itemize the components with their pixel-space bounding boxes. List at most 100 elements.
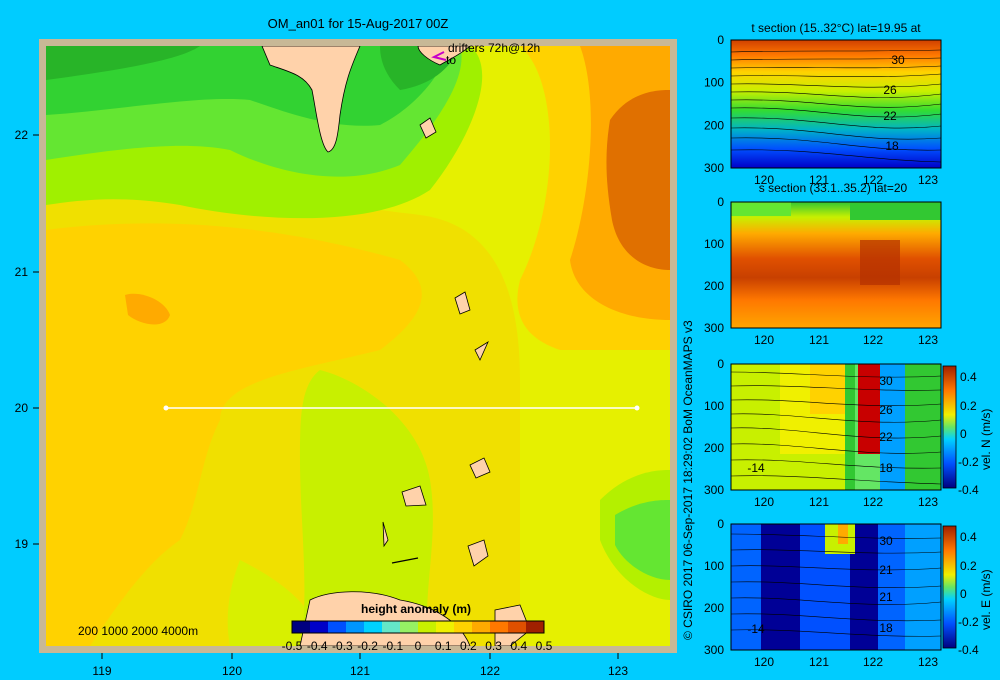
colorbar-tick-labels: -0.5 -0.4 -0.3 -0.2 -0.1 0 0.1 0.2 0.3 0.4 0.5	[282, 639, 553, 653]
depth-tick-label: 100	[704, 76, 724, 90]
lon-tick-label: 121	[809, 495, 829, 509]
vel-e-colorbar	[942, 525, 957, 649]
t-section-title: t section (15..32°C) lat=19.95 at	[751, 21, 921, 35]
colorbar-cell	[382, 621, 401, 633]
vel-e-cbar-label: vel. E (m/s)	[979, 569, 993, 630]
depth-tick-label: 300	[704, 161, 724, 175]
colorbar-tick-label: 0.2	[460, 639, 477, 653]
lon-tick-label: 122	[863, 173, 883, 187]
lat-tick-label: 20	[15, 401, 29, 415]
lon-tick-label: 123	[918, 173, 938, 187]
depth-tick-label: 100	[704, 559, 724, 573]
colorbar-cell	[526, 621, 545, 633]
depth-legend: 200 1000 2000 4000m	[78, 624, 198, 638]
s-section-field	[731, 202, 941, 328]
contour-label: 30	[891, 53, 905, 67]
colorbar-cell	[328, 621, 347, 633]
contour-label: 22	[879, 430, 893, 444]
colorbar-cell	[364, 621, 383, 633]
lon-tick-label: 121	[809, 655, 829, 669]
colorbar-cell	[310, 621, 329, 633]
lon-tick-label: 121	[809, 173, 829, 187]
colorbar-tick-label: 0.5	[536, 639, 553, 653]
drifter-track	[431, 51, 447, 61]
section-start-marker	[163, 405, 169, 411]
lon-tick-label: 123	[608, 664, 628, 678]
colorbar-cell	[346, 621, 365, 633]
contour-label: -14	[747, 622, 765, 636]
colorbar-cell	[508, 621, 527, 633]
vel-e-cbar-tick: 0.2	[960, 559, 977, 573]
depth-tick-label: 200	[704, 279, 724, 293]
colorbar-cell	[418, 621, 437, 633]
colorbar-cell	[292, 621, 311, 633]
colorbar-tick-label: -0.4	[307, 639, 328, 653]
lon-tick-label: 120	[754, 333, 774, 347]
vel-n-colorbar	[942, 365, 957, 489]
colorbar-tick-label: 0.1	[435, 639, 452, 653]
contour-label: 18	[879, 461, 893, 475]
contour-label: 18	[885, 139, 899, 153]
lon-tick-label: 120	[222, 664, 242, 678]
lon-tick-label: 123	[918, 655, 938, 669]
lat-tick-label: 19	[15, 537, 29, 551]
depth-tick-label: 0	[717, 195, 724, 209]
depth-tick-label: 300	[704, 321, 724, 335]
contour-label: 21	[879, 590, 893, 604]
contour-label: 21	[879, 563, 893, 577]
lon-tick-label: 120	[754, 655, 774, 669]
vel-n-cbar-label: vel. N (m/s)	[979, 409, 993, 470]
contour-label: 18	[879, 621, 893, 635]
lon-tick-label: 123	[918, 333, 938, 347]
colorbar-border	[291, 620, 545, 634]
lon-tick-label: 122	[863, 495, 883, 509]
colorbar-tick-label: -0.3	[332, 639, 353, 653]
lon-tick-label: 123	[918, 495, 938, 509]
colorbar-tick-label: -0.1	[382, 639, 403, 653]
depth-tick-label: 100	[704, 399, 724, 413]
depth-tick-label: 200	[704, 441, 724, 455]
depth-tick-label: 200	[704, 118, 724, 132]
colorbar-tick-label: 0.4	[510, 639, 527, 653]
vel-n-cbar-tick: 0	[960, 427, 967, 441]
lon-tick-label: 121	[809, 333, 829, 347]
contour-label: -14	[747, 461, 765, 475]
vel-n-cbar-tick: -0.2	[958, 455, 979, 469]
lat-tick-label: 22	[15, 128, 29, 142]
vel-n-cbar-tick: 0.4	[960, 370, 977, 384]
main-map	[33, 39, 677, 659]
depth-tick-label: 0	[717, 357, 724, 371]
depth-tick-label: 300	[704, 483, 724, 497]
height-anomaly-colorbar	[291, 620, 545, 634]
vel-e-cbar-tick: 0.4	[960, 530, 977, 544]
colorbar-title: height anomaly (m)	[361, 602, 471, 616]
map-title: OM_an01 for 15-Aug-2017 00Z	[268, 16, 449, 31]
lon-tick-label: 121	[350, 664, 370, 678]
vel-n-cbar-tick: 0.2	[960, 399, 977, 413]
credit-text: © CSIRO 2017 06-Sep-2017 18:29:02 BoM Oc…	[681, 320, 695, 640]
lon-tick-label: 122	[863, 333, 883, 347]
vel-e-section-panel	[730, 523, 957, 651]
lon-tick-label: 119	[92, 664, 111, 678]
colorbar-tick-label: 0	[415, 639, 422, 653]
t-section-field	[731, 40, 941, 168]
colorbar-cell	[436, 621, 455, 633]
colorbar-tick-label: 0.3	[485, 639, 502, 653]
colorbar-cell	[472, 621, 491, 633]
contour-label: 22	[883, 109, 897, 123]
lat-tick-label: 21	[15, 265, 29, 279]
contour-label: 30	[879, 534, 893, 548]
colorbar-cell	[400, 621, 419, 633]
depth-tick-label: 300	[704, 643, 724, 657]
section-end-marker	[634, 405, 640, 411]
depth-tick-label: 200	[704, 601, 724, 615]
vel-n-cbar-tick: -0.4	[958, 483, 979, 497]
land-taiwan	[261, 46, 361, 153]
t-section-panel	[730, 39, 942, 169]
colorbar-tick-label: -0.2	[357, 639, 378, 653]
drifters-sub-label: to	[446, 53, 456, 67]
depth-tick-label: 0	[717, 517, 724, 531]
lon-tick-label: 120	[754, 173, 774, 187]
vel-e-cbar-tick: 0	[960, 587, 967, 601]
